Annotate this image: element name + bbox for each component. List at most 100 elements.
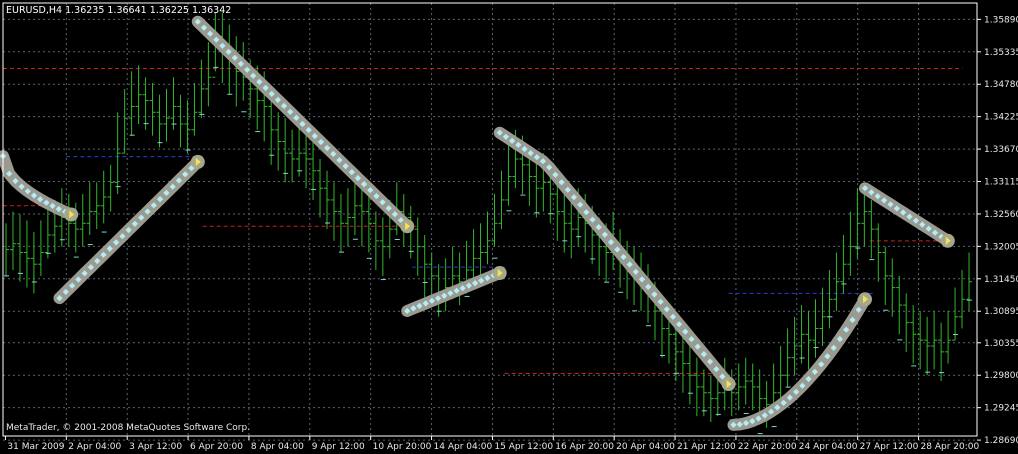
- indicator-dot: [219, 42, 226, 49]
- y-tick-label: 1.34225: [984, 113, 1018, 123]
- indicator-dot: [651, 291, 658, 298]
- indicator-dot: [478, 277, 485, 284]
- x-tick-label: 14 Apr 04:00: [434, 442, 493, 452]
- indicator-dot: [459, 285, 466, 292]
- y-tick-label: 1.29245: [984, 404, 1018, 414]
- curve-arrow-icon: [69, 210, 75, 219]
- indicator-dot: [657, 298, 664, 305]
- x-tick-label: 27 Apr 12:00: [860, 442, 919, 452]
- indicator-dot: [231, 54, 238, 61]
- x-tick-label: 2 Apr 04:00: [68, 442, 121, 452]
- indicator-dot: [30, 192, 38, 199]
- x-tick-label: 20 Apr 04:00: [616, 442, 675, 452]
- indicator-dot: [49, 202, 56, 210]
- indicator-dot: [237, 60, 245, 67]
- indicator-dot: [404, 307, 411, 315]
- y-tick-label: 1.34780: [984, 80, 1018, 90]
- indicator-dot: [336, 156, 343, 164]
- y-tick-label: 1.30895: [984, 307, 1018, 317]
- indicator-dot: [373, 192, 380, 200]
- indicator-dot: [824, 353, 831, 360]
- indicator-dot: [169, 183, 176, 190]
- indicator-dot: [360, 180, 368, 188]
- indicator-dot: [465, 282, 473, 289]
- y-tick-label: 1.33115: [984, 178, 1018, 188]
- indicator-dot: [638, 276, 646, 283]
- x-tick-label: 24 Apr 04:00: [799, 442, 858, 452]
- x-tick-label: 6 Apr 20:00: [190, 442, 243, 452]
- indicator-dot: [163, 189, 170, 197]
- curve-arrow-icon: [726, 380, 732, 388]
- indicator-dot: [55, 205, 62, 213]
- indicator-dot: [428, 297, 436, 304]
- indicator-dot: [811, 368, 819, 376]
- indicator-dot: [663, 306, 670, 313]
- plot-frame: [2, 2, 978, 437]
- y-tick-label: 1.32560: [984, 210, 1018, 220]
- y-tick-label: 1.32005: [984, 242, 1018, 252]
- x-tick-label: 31 Mar 2009: [7, 442, 64, 452]
- indicator-dot: [125, 226, 132, 234]
- indicator-dot: [367, 186, 374, 194]
- indicator-dot: [818, 361, 825, 368]
- indicator-dot: [348, 168, 355, 176]
- indicator-curve-band: [727, 293, 871, 431]
- indicator-dot: [37, 196, 44, 203]
- indicator-dot: [484, 274, 491, 282]
- indicator-dot: [669, 313, 677, 320]
- indicator-dot: [43, 199, 50, 206]
- x-axis-labels: 31 Mar 2009 2 Apr 04:00 3 Apr 12:00 6 Apr 2…: [4, 436, 980, 452]
- y-tick-label: 1.35890: [984, 15, 1018, 25]
- indicator-dot: [830, 344, 837, 352]
- indicator-dot: [182, 171, 189, 178]
- y-axis-labels: 1.35890 1.35335 1.34780 1.34225 1.33670 1.331…: [977, 15, 1018, 446]
- indicator-dot: [106, 245, 113, 252]
- curve-arrow-icon: [405, 222, 411, 231]
- indicator-curves: [0, 15, 955, 431]
- indicator-dot: [410, 305, 417, 312]
- indicator-dot: [632, 268, 639, 276]
- x-tick-label: 22 Apr 20:00: [738, 442, 797, 452]
- curve-arrow-icon: [195, 157, 201, 166]
- indicator-dot: [761, 412, 768, 419]
- indicator-dot: [792, 388, 800, 396]
- copyright-text: MetaTrader, © 2001-2008 MetaQuotes Softw…: [6, 423, 250, 433]
- indicator-curve-band: [401, 267, 506, 317]
- indicator-dot: [175, 177, 183, 184]
- y-tick-label: 1.33670: [984, 145, 1018, 155]
- indicator-dot: [24, 188, 31, 195]
- indicator-dot: [645, 283, 652, 291]
- y-tick-label: 1.30355: [984, 339, 1018, 349]
- y-tick-label: 1.28690: [984, 436, 1018, 446]
- indicator-dot: [434, 295, 442, 302]
- indicator-dot: [441, 292, 448, 299]
- indicator-dot: [416, 302, 423, 310]
- symbol-title: EURUSD,H4 1.36235 1.36641 1.36225 1.3634…: [6, 5, 231, 16]
- indicator-dot: [144, 208, 151, 215]
- x-tick-label: 21 Apr 12:00: [677, 442, 736, 452]
- x-tick-label: 16 Apr 20:00: [555, 442, 614, 452]
- indicator-dot: [354, 174, 362, 182]
- indicator-dot: [422, 300, 429, 307]
- indicator-dot: [156, 195, 164, 203]
- y-tick-label: 1.29800: [984, 371, 1018, 381]
- indicator-dot: [342, 162, 349, 170]
- x-tick-label: 28 Apr 20:00: [921, 442, 980, 452]
- indicator-dot: [730, 421, 737, 429]
- y-tick-label: 1.31450: [984, 275, 1018, 285]
- indicator-dot: [119, 233, 126, 240]
- indicator-dot: [453, 287, 460, 294]
- x-tick-label: 15 Apr 12:00: [494, 442, 553, 452]
- x-tick-label: 8 Apr 04:00: [251, 442, 304, 452]
- candle-bars: [4, 12, 973, 435]
- indicator-dot: [471, 279, 479, 287]
- x-tick-label: 9 Apr 12:00: [312, 442, 365, 452]
- curve-arrow-icon: [945, 236, 951, 245]
- y-tick-label: 1.35335: [984, 48, 1018, 58]
- indicator-dot: [620, 253, 627, 261]
- indicator-dot: [250, 72, 257, 79]
- curve-arrow-icon: [863, 295, 868, 304]
- indicator-dot: [131, 220, 139, 227]
